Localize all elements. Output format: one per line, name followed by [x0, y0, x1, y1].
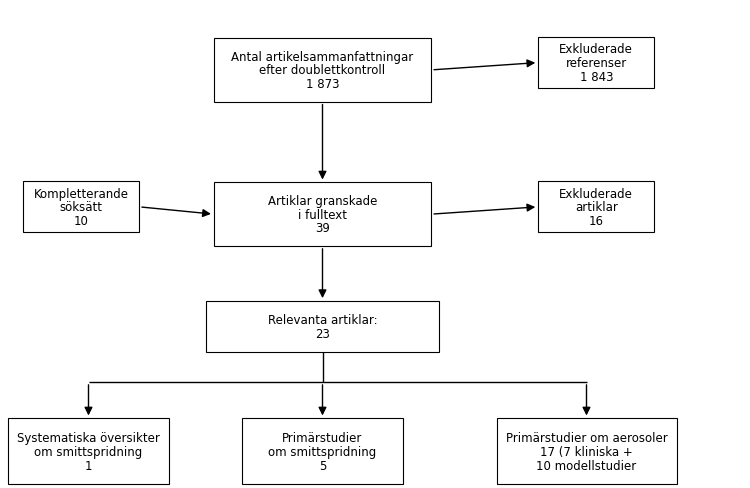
Bar: [538, 182, 654, 233]
Text: 1 843: 1 843: [580, 71, 613, 83]
Text: Exkluderade: Exkluderade: [560, 43, 633, 56]
Bar: [214, 39, 431, 102]
Bar: [22, 182, 140, 233]
Text: Exkluderade: Exkluderade: [560, 187, 633, 200]
Text: Relevanta artiklar:: Relevanta artiklar:: [268, 314, 377, 326]
Text: Primärstudier om aerosoler: Primärstudier om aerosoler: [506, 431, 668, 444]
Text: referenser: referenser: [566, 57, 627, 70]
Text: 16: 16: [589, 215, 604, 227]
Text: 10 modellstudier: 10 modellstudier: [536, 459, 637, 471]
Text: söksätt: söksätt: [59, 201, 103, 214]
Text: Primärstudier: Primärstudier: [282, 431, 363, 444]
Text: Kompletterande: Kompletterande: [34, 187, 128, 200]
Bar: [214, 183, 431, 246]
Text: 23: 23: [315, 327, 330, 340]
Text: 17 (7 kliniska +: 17 (7 kliniska +: [540, 445, 633, 458]
Text: om smittspridning: om smittspridning: [34, 445, 142, 458]
Text: 1: 1: [85, 459, 92, 471]
Text: 39: 39: [315, 222, 330, 235]
Text: Systematiska översikter: Systematiska översikter: [17, 431, 160, 444]
Text: efter doublettkontroll: efter doublettkontroll: [260, 64, 386, 77]
Text: artiklar: artiklar: [574, 201, 618, 214]
Bar: [8, 419, 169, 484]
Text: om smittspridning: om smittspridning: [268, 445, 376, 458]
Bar: [242, 419, 404, 484]
Bar: [206, 302, 439, 352]
Text: 5: 5: [319, 459, 326, 471]
Text: Antal artikelsammanfattningar: Antal artikelsammanfattningar: [231, 51, 414, 63]
Bar: [496, 419, 676, 484]
Text: Artiklar granskade: Artiklar granskade: [268, 195, 377, 207]
Text: 10: 10: [74, 215, 88, 227]
Bar: [538, 38, 654, 89]
Text: 1 873: 1 873: [306, 78, 339, 91]
Text: i fulltext: i fulltext: [298, 208, 347, 221]
